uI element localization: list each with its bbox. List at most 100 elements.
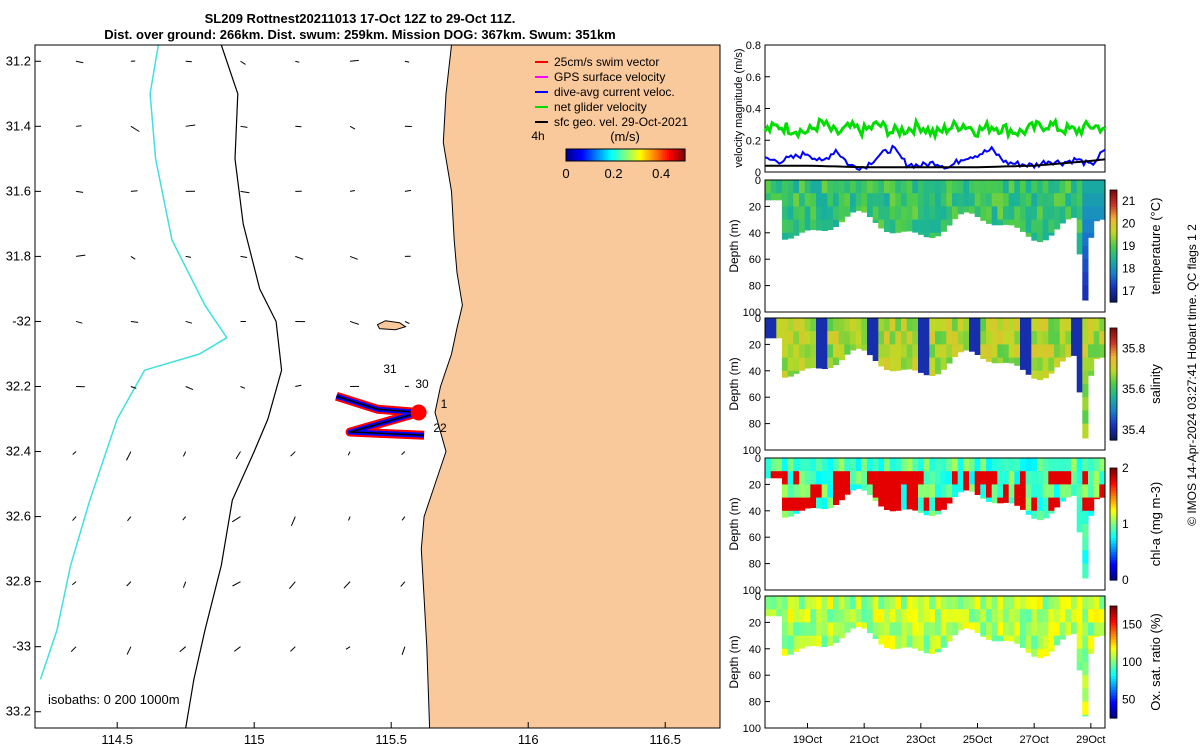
heatmap-cell [1048,510,1055,514]
heatmap-cell [1076,524,1083,533]
panel-colorbar-cell [1110,378,1117,382]
heatmap-cell [1008,318,1015,332]
panel-colorbar-cell [1110,709,1117,713]
heatmap-cell [821,180,828,194]
heatmap-cell [986,484,993,499]
heatmap-cell [838,471,845,485]
heatmap-cell [850,344,857,351]
heatmap-cell [923,497,930,512]
heatmap-cell [1076,510,1083,525]
heatmap-cell [1076,331,1083,345]
heatmap-cell [918,331,925,345]
geo-vector-arrow [232,581,241,587]
heatmap-cell [776,193,783,201]
map-xtick-label: 116.5 [649,732,681,747]
heatmap-cell [940,318,947,332]
heatmap-cell [997,635,1004,642]
heatmap-cell [918,622,925,637]
heatmap-cell [816,484,823,499]
heatmap-cell [1031,219,1038,234]
heatmap-cell [776,458,783,472]
heatmap-cell [986,193,993,207]
heatmap-cell [929,458,936,472]
heatmap-cell [980,635,987,637]
map-colorbar-cell [587,149,591,161]
panel-colorbar-cell [1110,299,1117,303]
map-colorbar-cell [675,149,678,161]
heatmap-cell [895,206,902,221]
heatmap-cell [816,180,823,194]
panel-colorbar-cell [1110,501,1117,505]
heatmap-cell [1031,344,1038,359]
heatmap-cell [974,609,981,623]
heatmap-cell [1082,384,1089,398]
heatmap-cell [838,206,845,221]
heatmap-cell [991,609,998,623]
heatmap-cell [799,622,806,637]
panel-colorbar-cell [1110,274,1117,278]
heatmap-cell [923,318,930,332]
heatmap-cell [793,622,800,637]
heatmap-cell [821,596,828,610]
heatmap-cell [1014,193,1021,207]
heatmap-cell [787,471,794,485]
heatmap-cell [935,180,942,194]
panel-colorbar-cell [1110,403,1117,407]
panel-ytick-label: 20 [749,339,761,351]
panel-colorbar-cell [1110,426,1117,430]
heatmap-cell [776,318,783,332]
panel-colorbar-cell [1110,636,1117,641]
heatmap-cell [918,596,925,610]
heatmap-cell [833,193,840,207]
heatmap-cell [1082,662,1089,676]
geo-vector-arrow [182,581,187,588]
panel-colorbar-cell [1110,664,1117,669]
heatmap-cell [1020,609,1027,623]
heatmap-cell [997,180,1004,194]
heatmap-cell [861,471,868,485]
panel-colorbar-tick: 150 [1122,618,1142,632]
heatmap-cell [935,232,942,237]
panel-colorbar-cell [1110,628,1117,632]
heatmap-cell [770,193,777,201]
heatmap-cell [816,206,823,221]
heatmap-cell [1014,609,1021,623]
panel-colorbar-cell [1110,574,1117,578]
panel-colorbar-cell [1110,706,1117,711]
heatmap-cell [991,497,998,504]
panel-colorbar-cell [1110,614,1117,618]
heatmap-cell [810,331,817,345]
heatmap-cell [884,193,891,207]
heatmap-cell [929,331,936,345]
heatmap-cell [1048,219,1055,234]
heatmap-cell [1088,510,1095,516]
map-ytick-label: 32.2 [6,379,31,394]
heatmap-cell [1042,471,1049,485]
heatmap-cell [1099,458,1106,472]
heatmap-cell [799,484,806,499]
heatmap-cell [1037,622,1044,637]
heatmap-cell [946,193,953,207]
heatmap-cell [787,193,794,207]
geo-vector-arrow [290,646,296,652]
heatmap-cell [952,458,959,472]
heatmap-cell [884,180,891,194]
heatmap-cell [1025,471,1032,485]
panel-ytick-label: 80 [749,419,761,431]
geo-vector-arrow [185,124,196,127]
heatmap-cell [878,635,885,645]
geo-vector-arrow [401,516,406,521]
panel-colorbar-cell [1110,204,1117,208]
heatmap-cell [1054,180,1061,194]
heatmap-cell [906,331,913,345]
heatmap-cell [884,344,891,359]
heatmap-cell [1048,497,1055,512]
heatmap-cell [1048,471,1055,485]
heatmap-cell [1003,193,1010,207]
panel-colorbar-cell [1110,662,1117,666]
heatmap-cell [997,596,1004,610]
heatmap-cell [838,193,845,207]
heatmap-cell [770,180,777,194]
panel-colorbar-cell [1110,406,1117,410]
heatmap-cell [1020,180,1027,194]
